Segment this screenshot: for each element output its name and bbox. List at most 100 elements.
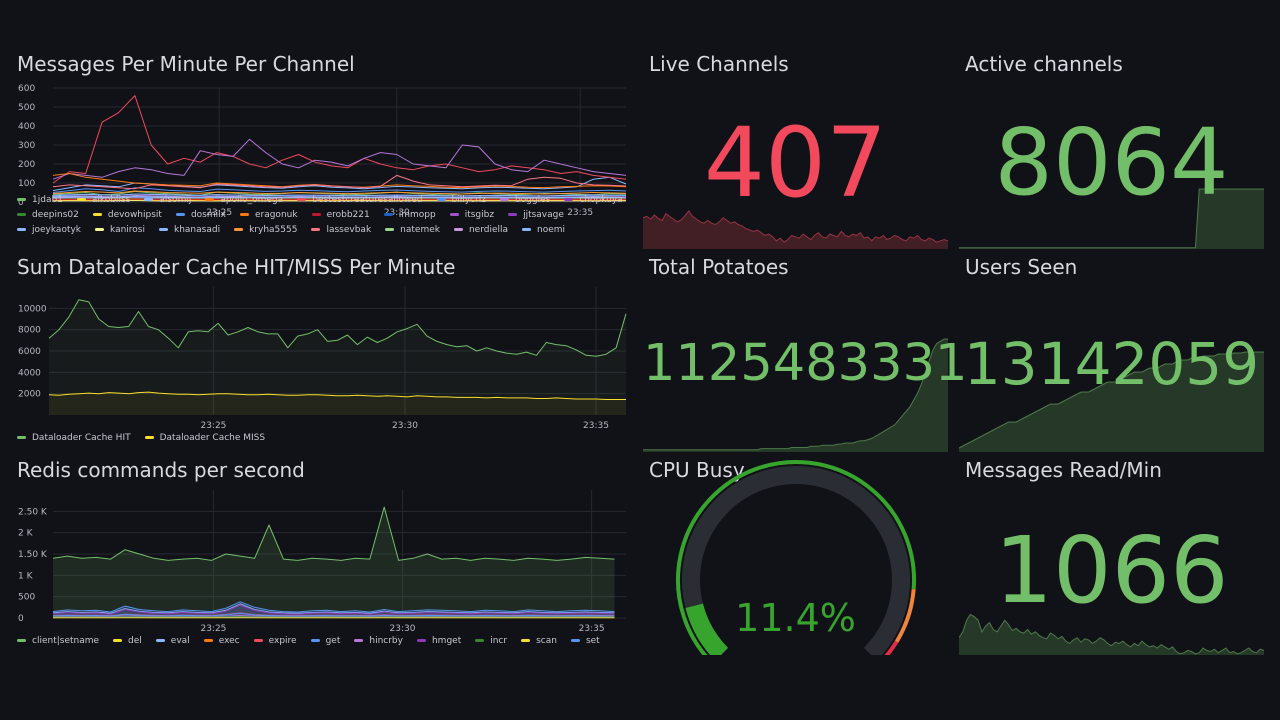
active-channels-panel: Active channels 8064 — [959, 52, 1264, 249]
series-line-eragonuk — [52, 173, 627, 189]
legend-item[interactable]: hmget — [416, 633, 462, 648]
legend-item[interactable]: scan — [521, 633, 557, 648]
legend-swatch — [436, 198, 446, 201]
legend-label: kryha5555 — [249, 224, 298, 235]
redis-panel-title[interactable]: Redis commands per second — [17, 458, 305, 482]
legend-item[interactable]: devowhipsit — [92, 207, 162, 222]
legend-item[interactable]: nerdiella — [453, 222, 508, 237]
legend-swatch — [17, 228, 26, 231]
legend-label: jjtsavage — [523, 209, 564, 220]
legend-item[interactable]: 1jdab1 — [17, 192, 63, 207]
x-tick-label: 23:25 — [200, 624, 226, 634]
legend-item[interactable]: praisebrz — [336, 237, 393, 238]
series-line-dosmilx — [52, 187, 627, 193]
legend-item[interactable]: Dataloader Cache MISS — [144, 430, 265, 445]
legend-swatch — [499, 198, 509, 201]
legend-item[interactable]: alsomij — [144, 192, 191, 207]
series-line-alsomij — [52, 176, 627, 192]
legend-swatch — [570, 639, 580, 642]
legend-swatch — [508, 213, 518, 216]
users-seen-title[interactable]: Users Seen — [965, 255, 1078, 279]
legend-item[interactable]: exec — [203, 633, 240, 648]
legend-item[interactable]: notohh — [99, 237, 146, 238]
legend-item[interactable]: immopp — [383, 207, 436, 222]
gauge-value-arc — [685, 603, 729, 655]
legend-label: chopkuya — [579, 194, 623, 205]
messages-read-title[interactable]: Messages Read/Min — [965, 458, 1162, 482]
legend-item[interactable]: kryha5555 — [234, 222, 297, 237]
sparkline-area — [959, 352, 1264, 452]
legend-item[interactable]: khanasadi — [159, 222, 220, 237]
active-channels-title[interactable]: Active channels — [965, 52, 1123, 76]
legend-item[interactable]: billycrlz — [436, 192, 486, 207]
series-line-client-setname — [52, 506, 615, 561]
live-channels-title[interactable]: Live Channels — [649, 52, 789, 76]
y-tick-label: 1.50 K — [18, 550, 48, 560]
legend-item[interactable]: jjtsavage — [508, 207, 564, 222]
x-tick-label: 23:35 — [567, 208, 593, 218]
legend-item[interactable]: expire — [253, 633, 297, 648]
legend-label: expire — [268, 635, 297, 646]
total-potatoes-title[interactable]: Total Potatoes — [649, 255, 789, 279]
legend-label: kanirosi — [110, 224, 145, 235]
legend-item[interactable]: get — [310, 633, 340, 648]
y-tick-label: 500 — [18, 593, 35, 603]
legend-swatch — [159, 228, 168, 231]
y-tick-label: 400 — [18, 122, 35, 132]
legend-item[interactable]: hincrby — [354, 633, 403, 648]
legend-item[interactable]: client|setname — [17, 633, 99, 648]
legend-item[interactable]: noemi — [522, 222, 565, 237]
legend-item[interactable]: dosmilx — [175, 207, 226, 222]
dataloader-legend: Dataloader Cache HIT Dataloader Cache MIS… — [17, 430, 628, 446]
legend-item[interactable]: boggles — [499, 192, 550, 207]
legend-item[interactable]: joeykaotyk — [17, 222, 81, 237]
legend-item[interactable]: incr — [475, 633, 507, 648]
legend-item[interactable]: deepins02 — [17, 207, 79, 222]
cpu-busy-title[interactable]: CPU Busy — [649, 458, 745, 482]
sparkline-area — [643, 339, 948, 452]
legend-label: client|setname — [32, 635, 100, 646]
legend-label: erobb221 — [326, 209, 370, 220]
legend-item[interactable]: erobb221 — [311, 207, 370, 222]
legend-item[interactable]: eval — [155, 633, 190, 648]
series-line-dataloader-cache-hit — [48, 299, 627, 357]
y-tick-label: 10000 — [18, 304, 47, 314]
legend-label: Dataloader Cache HIT — [32, 432, 131, 443]
redis-chart: 0 500 1 K 1.50 K 2 K 2.50 K 23:25 23:30 23:35 — [18, 490, 626, 634]
legend-item[interactable]: eragonuk — [239, 207, 298, 222]
dataloader-panel-title[interactable]: Sum Dataloader Cache HIT/MISS Per Minute — [17, 255, 456, 279]
legend-item[interactable]: pourmenumbb — [241, 237, 322, 238]
legend-item[interactable]: set — [570, 633, 600, 648]
legend-item[interactable]: kanirosi — [95, 222, 145, 237]
legend-item[interactable]: del — [113, 633, 142, 648]
legend-swatch — [234, 228, 244, 231]
legend-item[interactable]: lassevbak — [311, 222, 371, 237]
legend-label: hmget — [431, 635, 462, 646]
series-line-boggles — [52, 138, 627, 180]
y-tick-label: 2 K — [18, 529, 34, 539]
legend-swatch — [383, 213, 393, 216]
legend-item[interactable]: bestestcreaturesallowed — [297, 192, 423, 207]
legend-item[interactable]: aikobliss — [76, 192, 130, 207]
dataloader-panel: Sum Dataloader Cache HIT/MISS Per Minute… — [17, 255, 628, 450]
legend-item[interactable]: Dataloader Cache HIT — [17, 430, 131, 445]
legend-item[interactable]: notdianalim — [17, 237, 85, 238]
redis-legend: client|setname del eval exec expire get hincrb… — [17, 633, 628, 649]
legend-swatch — [17, 213, 26, 216]
legend-item[interactable]: overezeggs — [160, 237, 227, 238]
legend-item[interactable]: itsgibz — [449, 207, 494, 222]
messages-panel-title[interactable]: Messages Per Minute Per Channel — [17, 52, 355, 76]
legend-swatch — [311, 228, 321, 231]
series-line-hmget — [52, 604, 615, 615]
sparkline-area — [959, 614, 1264, 655]
legend-swatch — [17, 436, 26, 439]
legend-item[interactable]: natemek — [385, 222, 440, 237]
legend-item[interactable]: chopkuya — [564, 192, 623, 207]
legend-item[interactable]: apollo_omega — [205, 192, 283, 207]
legend-label: immopp — [398, 209, 436, 220]
y-tick-label: 100 — [18, 179, 35, 189]
cpu-gauge — [676, 460, 917, 655]
messages-read-sparkline — [959, 613, 1264, 655]
redis-panel: Redis commands per second 0 500 1 K 1.50 K 2… — [17, 458, 628, 653]
series-area-hmget — [53, 605, 615, 618]
